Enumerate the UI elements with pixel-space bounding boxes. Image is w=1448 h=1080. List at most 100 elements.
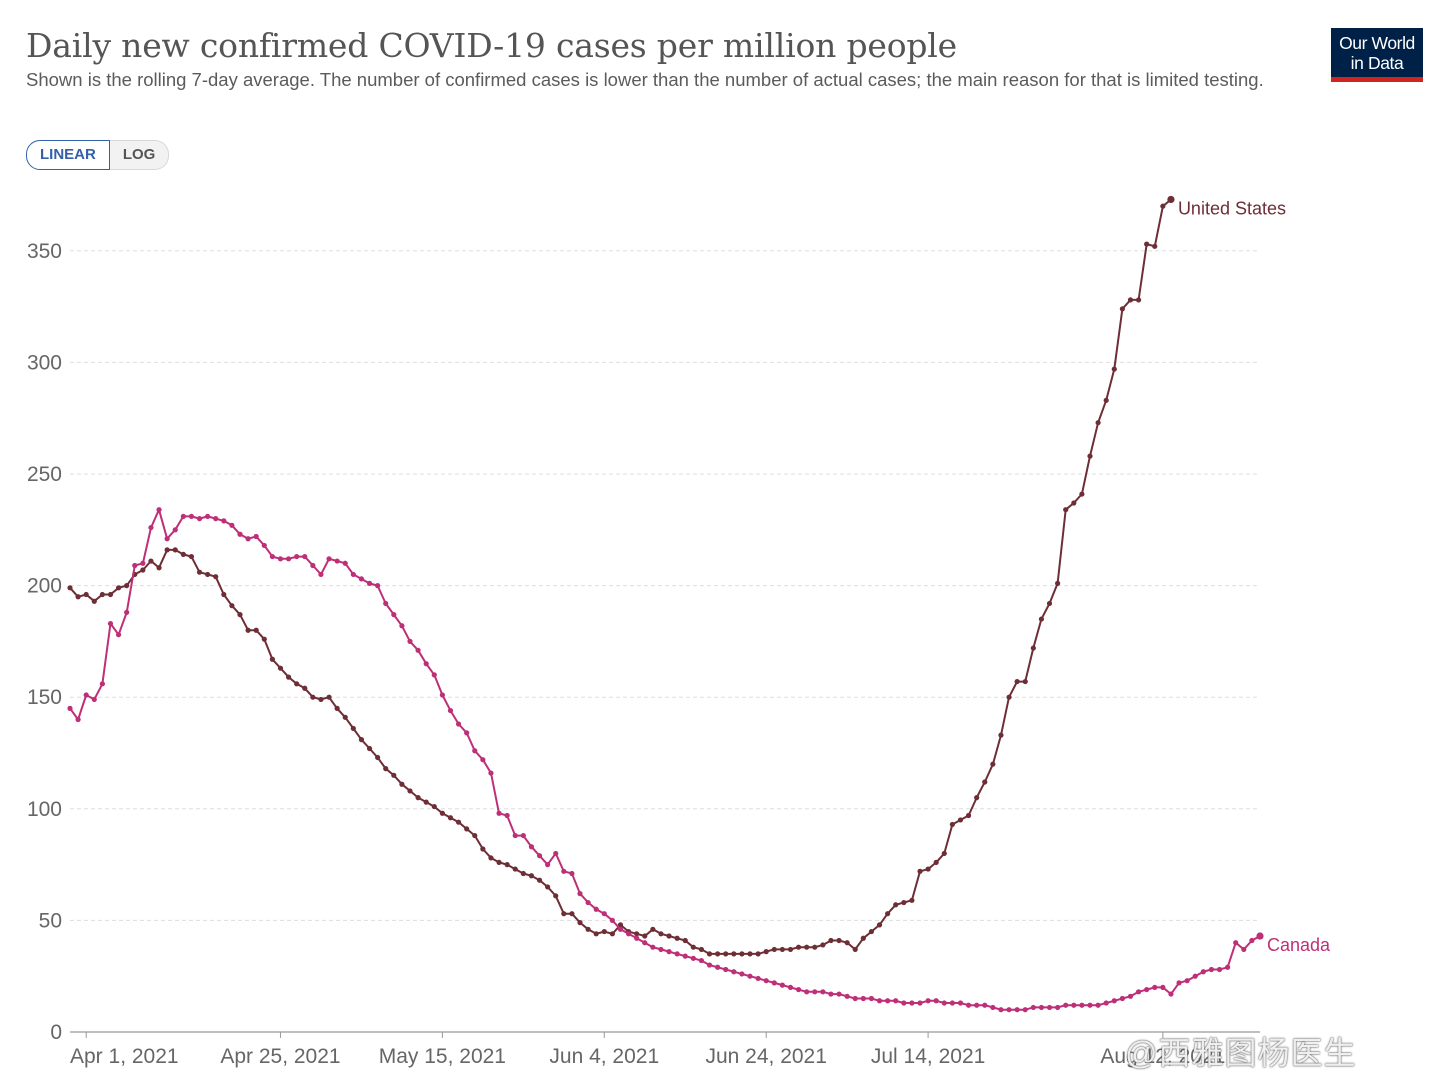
data-point: [731, 969, 737, 975]
data-point: [83, 591, 89, 598]
data-point: [439, 692, 445, 698]
data-point: [787, 984, 794, 990]
linear-scale-button[interactable]: LINEAR: [26, 140, 110, 170]
data-point: [771, 946, 777, 953]
data-point: [901, 899, 907, 906]
data-point: [310, 562, 316, 569]
data-point: [180, 551, 186, 557]
logo-line-2: in Data: [1350, 53, 1404, 73]
data-point: [1030, 1004, 1036, 1011]
data-point: [99, 681, 105, 687]
log-scale-button[interactable]: LOG: [109, 140, 170, 170]
data-point: [876, 922, 883, 928]
data-point: [755, 975, 761, 982]
data-point: [739, 971, 745, 977]
data-point: [245, 536, 251, 542]
x-tick-label: Jun 4, 2021: [549, 1045, 659, 1068]
data-point: [755, 951, 761, 957]
data-point: [415, 795, 421, 801]
data-point: [285, 556, 292, 562]
series-line-united-states: [69, 198, 1172, 955]
data-point: [965, 1002, 972, 1008]
data-point: [1256, 932, 1264, 940]
data-point: [804, 989, 810, 995]
data-point: [439, 810, 445, 816]
data-point: [407, 788, 413, 794]
data-point: [1046, 600, 1053, 607]
data-point: [763, 949, 769, 955]
y-tick-label: 100: [27, 798, 62, 821]
data-point: [91, 598, 97, 604]
series-line-canada: [69, 508, 1261, 1011]
data-point: [536, 853, 543, 859]
data-point: [820, 942, 826, 948]
y-tick-label: 150: [27, 686, 62, 709]
data-point: [245, 627, 251, 633]
data-point: [569, 911, 575, 917]
data-point: [812, 989, 818, 995]
data-point: [1063, 1002, 1069, 1008]
data-point: [1095, 420, 1101, 426]
data-point: [488, 770, 494, 776]
data-point: [512, 832, 518, 839]
y-tick-label: 200: [27, 575, 62, 598]
data-point: [965, 812, 972, 819]
data-point: [917, 868, 923, 874]
data-point: [480, 846, 486, 852]
y-tick-label: 50: [39, 909, 62, 932]
data-point: [1135, 297, 1142, 303]
data-point: [334, 705, 340, 711]
data-point: [366, 580, 373, 586]
data-point: [261, 636, 267, 642]
data-point: [431, 672, 437, 678]
data-point: [601, 928, 607, 935]
data-point: [350, 725, 356, 732]
data-point: [196, 569, 203, 575]
data-point: [1055, 580, 1061, 586]
data-point: [1160, 984, 1166, 990]
data-point: [820, 989, 826, 995]
data-point: [75, 594, 81, 600]
data-point: [1006, 1007, 1012, 1013]
data-point: [771, 980, 777, 986]
data-point: [852, 946, 858, 953]
data-point: [213, 574, 219, 580]
data-point: [941, 850, 947, 857]
data-point: [334, 558, 340, 564]
data-point: [804, 944, 810, 950]
data-point: [221, 591, 227, 598]
data-point: [990, 761, 996, 767]
data-point: [1200, 969, 1206, 975]
data-point: [885, 911, 891, 917]
data-point: [553, 850, 559, 857]
data-point: [650, 926, 656, 932]
data-point: [1030, 645, 1036, 651]
data-point: [974, 1002, 980, 1008]
data-point: [561, 911, 567, 917]
data-point: [569, 870, 575, 877]
data-point: [504, 862, 510, 868]
data-point: [723, 951, 729, 957]
data-point: [318, 696, 324, 703]
data-point: [650, 944, 656, 950]
data-point: [1014, 678, 1020, 685]
owid-logo[interactable]: Our World in Data: [1331, 28, 1423, 82]
data-point: [229, 603, 235, 609]
data-point: [375, 583, 381, 589]
data-point: [1014, 1007, 1020, 1013]
data-point: [1038, 616, 1045, 622]
data-point: [148, 558, 154, 564]
data-point: [75, 716, 81, 723]
data-point: [91, 696, 97, 703]
data-point: [423, 799, 429, 805]
scale-toggle: LINEAR LOG: [26, 140, 170, 170]
data-point: [391, 772, 397, 778]
x-tick-label: Apr 1, 2021: [70, 1045, 179, 1068]
data-point: [1103, 1000, 1109, 1006]
data-point: [172, 527, 178, 533]
data-point: [1095, 1002, 1101, 1008]
data-point: [1249, 937, 1255, 944]
data-point: [504, 812, 510, 819]
data-point: [156, 507, 162, 513]
data-point: [617, 922, 624, 928]
